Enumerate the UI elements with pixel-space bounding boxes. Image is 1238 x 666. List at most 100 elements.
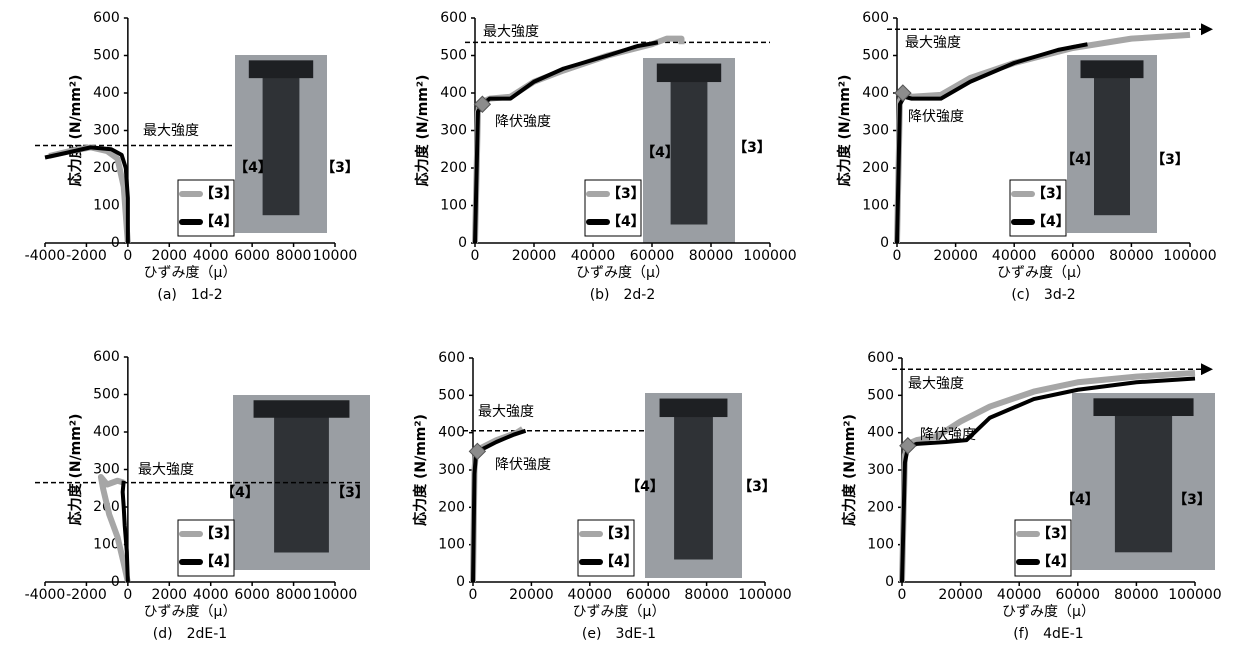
- y-tick-label: 600: [440, 10, 467, 26]
- x-tick-label: 10000: [313, 587, 358, 603]
- x-tick-label: 8000: [276, 587, 312, 603]
- y-tick-label: 200: [862, 160, 889, 176]
- x-tick-label: 2000: [151, 587, 187, 603]
- y-tick-label: 0: [458, 235, 467, 251]
- x-tick-label: 4000: [193, 248, 229, 264]
- specimen-head: [657, 64, 721, 83]
- y-axis-title: 応力度 (N/mm²): [412, 414, 429, 526]
- y-tick-label: 600: [93, 349, 120, 365]
- x-tick-label: 0: [893, 248, 902, 264]
- x-tick-label: 20000: [938, 587, 983, 603]
- max-strength-label: 最大強度: [908, 376, 964, 392]
- specimen-head: [1093, 398, 1193, 416]
- photo-label: 【3】: [738, 479, 776, 495]
- photo-label: 【4】: [1061, 492, 1099, 508]
- series-line: [49, 147, 128, 243]
- y-tick-label: 300: [93, 462, 120, 478]
- photo-label: 【3】: [1151, 152, 1189, 168]
- y-tick-label: 300: [862, 123, 889, 139]
- legend-label: 【4】: [200, 214, 238, 230]
- yield-label: 降伏強度: [920, 427, 976, 443]
- photo-label: 【4】: [626, 479, 664, 495]
- y-axis-title: 応力度 (N/mm²): [67, 414, 84, 526]
- x-axis-title: ひずみ度（μ）: [144, 604, 237, 620]
- x-tick-label: 6000: [234, 587, 270, 603]
- specimen-head: [249, 60, 313, 78]
- x-tick-label: 4000: [193, 587, 229, 603]
- x-tick-label: -2000: [66, 587, 107, 603]
- legend-label: 【4】: [1032, 214, 1070, 230]
- x-axis-title: ひずみ度（μ）: [1002, 604, 1095, 620]
- caption: (b) 2d-2: [590, 287, 656, 303]
- max-strength-label: 最大強度: [483, 24, 539, 40]
- x-tick-label: 20000: [512, 248, 557, 264]
- y-tick-label: 0: [880, 235, 889, 251]
- y-tick-label: 100: [93, 198, 120, 214]
- caption: (a) 1d-2: [157, 287, 222, 303]
- specimen-head: [660, 399, 728, 418]
- legend-label: 【3】: [1037, 526, 1075, 542]
- x-tick-label: 80000: [1114, 587, 1159, 603]
- legend-label: 【3】: [600, 526, 638, 542]
- x-tick-label: 2000: [151, 248, 187, 264]
- photo-label: 【3】: [733, 140, 771, 156]
- caption: (c) 3d-2: [1011, 287, 1075, 303]
- x-tick-label: 8000: [276, 248, 312, 264]
- y-tick-label: 200: [440, 160, 467, 176]
- photo-label: 【3】: [321, 160, 359, 176]
- x-tick-label: 20000: [509, 587, 554, 603]
- y-tick-label: 500: [867, 387, 894, 403]
- max-strength-label: 最大強度: [478, 404, 534, 420]
- y-tick-label: 100: [440, 198, 467, 214]
- x-tick-label: 40000: [568, 587, 613, 603]
- x-tick-label: 80000: [689, 248, 734, 264]
- specimen-head: [1081, 60, 1144, 78]
- x-tick-label: 40000: [992, 248, 1037, 264]
- y-tick-label: 100: [867, 537, 894, 553]
- y-tick-label: 200: [867, 499, 894, 515]
- specimen: [263, 64, 300, 215]
- y-tick-label: 500: [93, 387, 120, 403]
- legend-label: 【4】: [1037, 554, 1075, 570]
- x-tick-label: 100000: [738, 587, 791, 603]
- specimen: [274, 404, 329, 553]
- y-tick-label: 400: [440, 85, 467, 101]
- x-axis-title: ひずみ度（μ）: [576, 265, 669, 281]
- y-tick-label: 200: [438, 499, 465, 515]
- y-tick-label: 100: [438, 537, 465, 553]
- y-tick-label: 300: [93, 123, 120, 139]
- y-tick-label: 600: [438, 350, 465, 366]
- max-strength-label: 最大強度: [905, 35, 961, 51]
- legend-label: 【3】: [1032, 186, 1070, 202]
- y-tick-label: 400: [867, 425, 894, 441]
- y-tick-label: 0: [456, 574, 465, 590]
- photo-label: 【4】: [234, 160, 272, 176]
- y-tick-label: 600: [862, 10, 889, 26]
- x-tick-label: -2000: [66, 248, 107, 264]
- yield-label: 降伏強度: [908, 109, 964, 125]
- yield-label: 降伏強度: [495, 457, 551, 473]
- figure: 【4】【3】0100200300400500600-4000-200002000…: [0, 0, 1238, 666]
- x-tick-label: 100000: [1163, 248, 1216, 264]
- photo-label: 【3】: [331, 485, 369, 501]
- x-tick-label: 80000: [1109, 248, 1154, 264]
- y-tick-label: 500: [862, 48, 889, 64]
- x-tick-label: -4000: [25, 587, 66, 603]
- photo-label: 【4】: [641, 145, 679, 161]
- y-tick-label: 300: [867, 462, 894, 478]
- y-tick-label: 400: [862, 85, 889, 101]
- legend-label: 【3】: [200, 526, 238, 542]
- x-axis-title: ひずみ度（μ）: [144, 265, 237, 281]
- y-axis-title: 応力度 (N/mm²): [414, 75, 431, 187]
- y-tick-label: 500: [440, 48, 467, 64]
- specimen-head: [254, 400, 350, 418]
- x-tick-label: 10000: [313, 248, 358, 264]
- y-tick-label: 300: [438, 462, 465, 478]
- x-tick-label: 40000: [571, 248, 616, 264]
- x-tick-label: 60000: [626, 587, 671, 603]
- legend-label: 【4】: [607, 214, 645, 230]
- y-tick-label: 0: [111, 235, 120, 251]
- photo-label: 【3】: [1173, 492, 1211, 508]
- y-axis-title: 応力度 (N/mm²): [841, 414, 858, 526]
- x-tick-label: 60000: [630, 248, 675, 264]
